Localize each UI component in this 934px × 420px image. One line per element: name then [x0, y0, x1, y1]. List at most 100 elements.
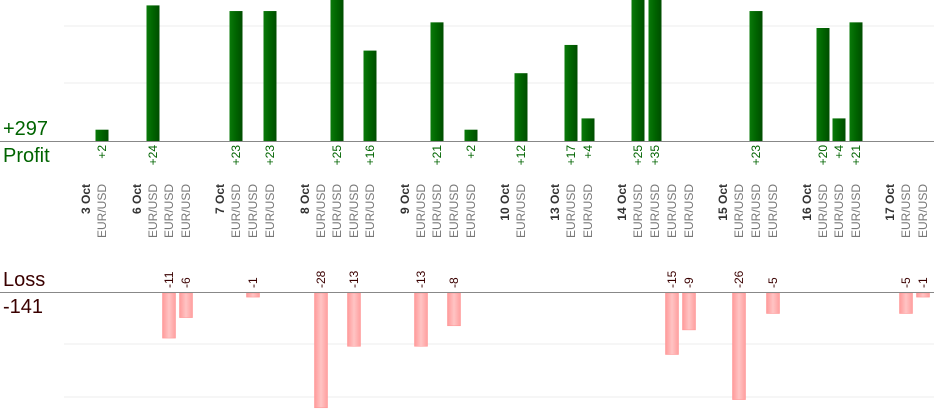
date-label: 10 Oct	[498, 184, 512, 221]
loss-value-label: -8	[447, 277, 461, 288]
loss-value-label: -9	[682, 277, 696, 288]
profit-value-label: +23	[229, 145, 243, 166]
loss-value-label: -5	[899, 277, 913, 288]
date-label: 16 Oct	[800, 184, 814, 221]
loss-bar	[899, 292, 913, 314]
loss-total: -141	[3, 296, 44, 318]
profit-value-label: +2	[95, 145, 109, 159]
date-label: 15 Oct	[716, 184, 730, 221]
profit-value-label: +4	[581, 145, 595, 159]
loss-bar	[916, 292, 930, 298]
pair-label: EUR/USD	[816, 184, 830, 238]
profit-value-label: +25	[631, 145, 645, 166]
profit-value-label: +21	[849, 145, 863, 166]
profit-bar	[430, 22, 444, 142]
loss-bar	[665, 292, 679, 355]
date-label: 9 Oct	[398, 184, 412, 214]
profit-value-label: +17	[564, 145, 578, 166]
profit-value-label: +4	[832, 145, 846, 159]
pair-label: EUR/USD	[648, 184, 662, 238]
value-labels: +2 +24 -11 -6 +23 -1 +23 -28 +25 -13 +16 -13 +21 -8 +2…	[95, 145, 930, 288]
loss-value-label: -26	[732, 270, 746, 288]
profit-bar	[514, 73, 528, 141]
profit-bar	[146, 5, 160, 142]
loss-value-label: -13	[414, 270, 428, 288]
profit-bar	[631, 0, 645, 141]
loss-bar	[314, 292, 328, 409]
pair-label: EUR/USD	[581, 184, 595, 238]
profit-total: +297	[3, 118, 49, 140]
profit-bar	[648, 0, 662, 141]
profit-bar	[330, 0, 344, 141]
loss-bar	[414, 292, 428, 347]
pair-label: EUR/USD	[564, 184, 578, 238]
profit-value-label: +35	[648, 145, 662, 166]
loss-bar	[246, 292, 260, 298]
pair-label: EUR/USD	[665, 184, 679, 238]
pair-label: EUR/USD	[347, 184, 361, 238]
profit-bar	[363, 50, 377, 141]
pair-label: EUR/USD	[732, 184, 746, 238]
pair-label: EUR/USD	[229, 184, 243, 238]
profit-bar	[464, 129, 478, 141]
pair-label: EUR/USD	[330, 184, 344, 238]
loss-bar	[447, 292, 461, 327]
loss-value-label: -15	[665, 270, 679, 288]
profit-value-label: +21	[430, 145, 444, 166]
pair-label: EUR/USD	[447, 184, 461, 238]
pair-label: EUR/USD	[263, 184, 277, 238]
loss-value-label: -13	[347, 270, 361, 288]
date-label: 8 Oct	[298, 184, 312, 214]
date-label: 3 Oct	[79, 184, 93, 214]
pair-label: EUR/USD	[464, 184, 478, 238]
date-label: 13 Oct	[548, 184, 562, 221]
profit-label: Profit	[3, 145, 50, 167]
pair-label: EUR/USD	[682, 184, 696, 238]
pair-label: EUR/USD	[849, 184, 863, 238]
pair-label: EUR/USD	[514, 184, 528, 238]
profit-bar	[816, 28, 830, 141]
profit-value-label: +2	[464, 145, 478, 159]
pair-label: EUR/USD	[414, 184, 428, 238]
profit-bar	[832, 118, 846, 141]
pair-label: EUR/USD	[899, 184, 913, 238]
profit-value-label: +24	[146, 145, 160, 166]
loss-bar	[682, 292, 696, 331]
pair-label: EUR/USD	[832, 184, 846, 238]
date-label: 14 Oct	[615, 184, 629, 221]
pair-label: EUR/USD	[363, 184, 377, 238]
date-label: 17 Oct	[883, 184, 897, 221]
pair-label: EUR/USD	[179, 184, 193, 238]
profit-value-label: +23	[749, 145, 763, 166]
pair-label: EUR/USD	[631, 184, 645, 238]
pair-label: EUR/USD	[314, 184, 328, 238]
profit-value-label: +20	[816, 145, 830, 166]
pair-label: EUR/USD	[95, 184, 109, 238]
loss-value-label: -1	[916, 277, 930, 288]
loss-value-label: -6	[179, 277, 193, 288]
axes	[0, 141, 934, 293]
date-label: 6 Oct	[130, 184, 144, 214]
pair-label: EUR/USD	[916, 184, 930, 238]
loss-label: Loss	[3, 269, 46, 291]
profit-bar	[849, 22, 863, 142]
pair-label: EUR/USD	[430, 184, 444, 238]
loss-value-label: -5	[766, 277, 780, 288]
loss-value-label: -1	[246, 277, 260, 288]
loss-bar	[766, 292, 780, 314]
profit-value-label: +12	[514, 145, 528, 166]
profit-value-label: +23	[263, 145, 277, 166]
profit-bar	[581, 118, 595, 141]
profit-bar	[263, 11, 277, 141]
loss-value-label: -28	[314, 270, 328, 288]
pair-label: EUR/USD	[246, 184, 260, 238]
date-label: 7 Oct	[213, 184, 227, 214]
profit-bar	[95, 129, 109, 141]
loss-bar	[179, 292, 193, 318]
grid-lines	[64, 25, 934, 398]
loss-bar	[162, 292, 176, 339]
bars	[95, 0, 930, 409]
pair-label: EUR/USD	[162, 184, 176, 238]
